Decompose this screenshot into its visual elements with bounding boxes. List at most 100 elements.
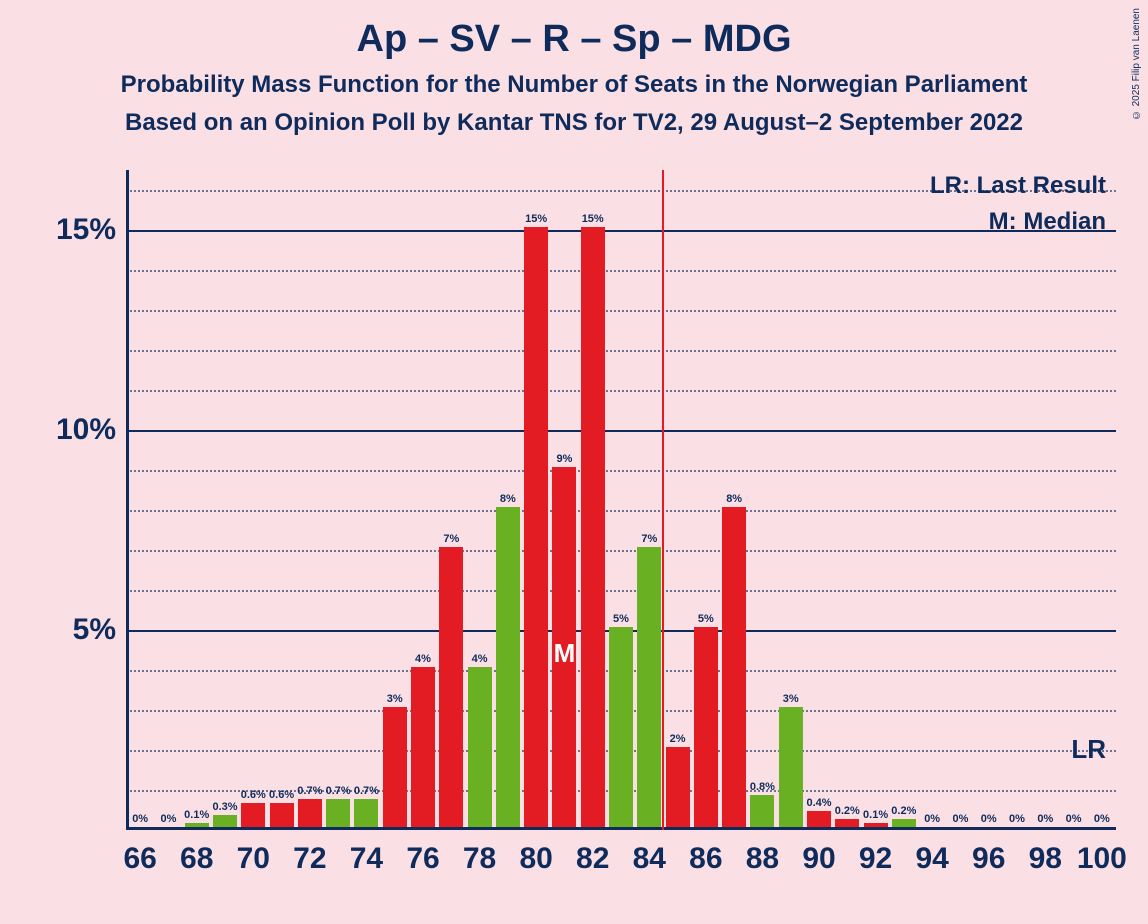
- bar-value-label: 8%: [500, 493, 516, 505]
- bar: [354, 799, 378, 827]
- bar: [383, 707, 407, 827]
- bar-value-label: 0.7%: [297, 785, 322, 797]
- bar: [892, 819, 916, 827]
- bar-value-label: 2%: [670, 733, 686, 745]
- bar-value-label: 0%: [160, 813, 176, 825]
- y-axis-label: 15%: [16, 213, 116, 247]
- x-axis-label: 88: [746, 842, 779, 876]
- bar-value-label: 0.1%: [863, 809, 888, 821]
- bar-value-label: 0.2%: [835, 805, 860, 817]
- gridline-major: [126, 230, 1116, 232]
- bar: [326, 799, 350, 827]
- bar: [581, 227, 605, 827]
- x-axis-label: 80: [519, 842, 552, 876]
- chart-plot-area: 0%0%0.1%0.3%0.6%0.6%0.7%0.7%0.7%3%4%7%4%…: [126, 170, 1116, 830]
- bar: [694, 627, 718, 827]
- gridline-minor: [126, 270, 1116, 272]
- bar-value-label: 0.7%: [326, 785, 351, 797]
- bar: [468, 667, 492, 827]
- gridline-minor: [126, 310, 1116, 312]
- bar-value-label: 0.6%: [269, 789, 294, 801]
- bar: [835, 819, 859, 827]
- bar-value-label: 3%: [783, 693, 799, 705]
- bar: [270, 803, 294, 827]
- bar-value-label: 15%: [525, 213, 547, 225]
- x-axis-label: 84: [633, 842, 666, 876]
- y-axis: [126, 170, 129, 830]
- bar: [298, 799, 322, 827]
- x-axis: [126, 827, 1116, 830]
- bar-value-label: 0.6%: [241, 789, 266, 801]
- bar-value-label: 9%: [556, 453, 572, 465]
- bar-value-label: 0.7%: [354, 785, 379, 797]
- gridline-minor: [126, 510, 1116, 512]
- x-axis-label: 78: [463, 842, 496, 876]
- bar-value-label: 0%: [1009, 813, 1025, 825]
- bar: [524, 227, 548, 827]
- bar-value-label: 0%: [1094, 813, 1110, 825]
- bar: [637, 547, 661, 827]
- x-axis-label: 90: [802, 842, 835, 876]
- chart-title: Ap – SV – R – Sp – MDG: [0, 0, 1148, 61]
- gridline-minor: [126, 470, 1116, 472]
- bar: [864, 823, 888, 827]
- bar-value-label: 0.4%: [806, 797, 831, 809]
- gridline-minor: [126, 590, 1116, 592]
- x-axis-label: 68: [180, 842, 213, 876]
- bar-value-label: 4%: [415, 653, 431, 665]
- legend-last-result: LR: Last Result: [930, 172, 1106, 200]
- x-axis-label: 86: [689, 842, 722, 876]
- bar: [609, 627, 633, 827]
- x-axis-label: 98: [1029, 842, 1062, 876]
- gridline-minor: [126, 550, 1116, 552]
- bar-value-label: 15%: [582, 213, 604, 225]
- bar-value-label: 4%: [472, 653, 488, 665]
- x-axis-label: 76: [406, 842, 439, 876]
- bar-value-label: 0%: [924, 813, 940, 825]
- median-marker: M: [554, 638, 576, 669]
- bar: [411, 667, 435, 827]
- chart-subtitle-2: Based on an Opinion Poll by Kantar TNS f…: [0, 109, 1148, 137]
- bar: [185, 823, 209, 827]
- bar-value-label: 0.3%: [212, 801, 237, 813]
- bar-value-label: 0%: [1066, 813, 1082, 825]
- bar-value-label: 0.1%: [184, 809, 209, 821]
- chart-subtitle-1: Probability Mass Function for the Number…: [0, 71, 1148, 99]
- x-axis-label: 82: [576, 842, 609, 876]
- bar-value-label: 0%: [132, 813, 148, 825]
- bar-value-label: 3%: [387, 693, 403, 705]
- gridline-major: [126, 430, 1116, 432]
- last-result-line: [662, 170, 664, 830]
- bar-value-label: 8%: [726, 493, 742, 505]
- x-axis-label: 92: [859, 842, 892, 876]
- bar-value-label: 0%: [952, 813, 968, 825]
- bar-value-label: 0%: [1037, 813, 1053, 825]
- bar-value-label: 5%: [698, 613, 714, 625]
- bar-value-label: 0.2%: [891, 805, 916, 817]
- bar-value-label: 5%: [613, 613, 629, 625]
- bar: [241, 803, 265, 827]
- bar-value-label: 7%: [443, 533, 459, 545]
- bar: [750, 795, 774, 827]
- bar: [722, 507, 746, 827]
- x-axis-label: 74: [350, 842, 383, 876]
- bar: [779, 707, 803, 827]
- legend-median: M: Median: [989, 208, 1106, 236]
- last-result-label: LR: [1071, 734, 1106, 765]
- x-axis-label: 66: [123, 842, 156, 876]
- bar: [807, 811, 831, 827]
- copyright-text: © 2025 Filip van Laenen: [1131, 8, 1142, 120]
- bar-value-label: 0%: [981, 813, 997, 825]
- bar: [666, 747, 690, 827]
- x-axis-label: 100: [1077, 842, 1127, 876]
- x-axis-label: 94: [915, 842, 948, 876]
- bar-value-label: 0.8%: [750, 781, 775, 793]
- x-axis-label: 72: [293, 842, 326, 876]
- y-axis-label: 5%: [16, 613, 116, 647]
- x-axis-label: 96: [972, 842, 1005, 876]
- bar: [213, 815, 237, 827]
- bar: [496, 507, 520, 827]
- x-axis-label: 70: [237, 842, 270, 876]
- bar-value-label: 7%: [641, 533, 657, 545]
- y-axis-label: 10%: [16, 413, 116, 447]
